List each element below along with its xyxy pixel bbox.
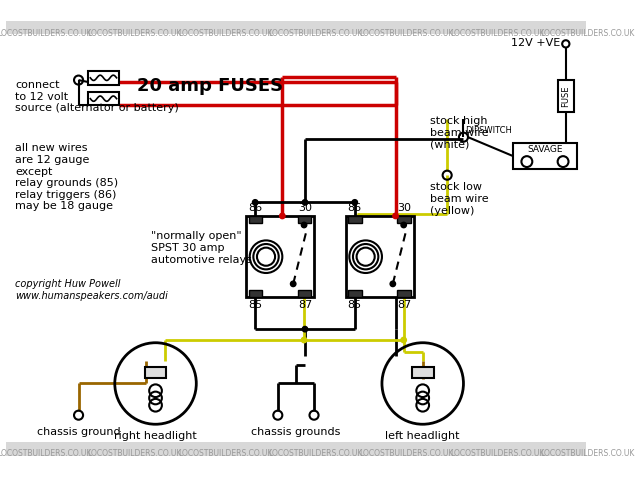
Bar [6, 21, 586, 34]
Bar [298, 216, 311, 223]
Circle shape [291, 281, 296, 287]
Text: LOCOSTBUILDERS.CO.UK: LOCOSTBUILDERS.CO.UK [359, 29, 454, 38]
Bar [346, 216, 413, 298]
Circle shape [390, 281, 396, 287]
Text: copyright Huw Powell
www.humanspeakers.com/audi: copyright Huw Powell www.humanspeakers.c… [15, 279, 168, 301]
Text: LOCOSTBUILDERS.CO.UK: LOCOSTBUILDERS.CO.UK [540, 29, 635, 38]
Bar [249, 216, 262, 223]
Text: LOCOSTBUILDERS.CO.UK: LOCOSTBUILDERS.CO.UK [0, 449, 92, 458]
Circle shape [280, 213, 285, 219]
Text: chassis grounds: chassis grounds [252, 427, 340, 437]
Bar [557, 80, 574, 112]
Bar [348, 216, 362, 223]
Text: 30: 30 [298, 203, 312, 213]
Bar [348, 290, 362, 298]
Circle shape [401, 337, 406, 343]
Text: connect
to 12 volt
source (alternator or battery): connect to 12 volt source (alternator or… [15, 80, 179, 113]
Circle shape [352, 200, 358, 205]
Bar [88, 71, 119, 84]
Text: LOCOSTBUILDERS.CO.UK: LOCOSTBUILDERS.CO.UK [88, 449, 182, 458]
Text: LOCOSTBUILDERS.CO.UK: LOCOSTBUILDERS.CO.UK [450, 449, 544, 458]
Text: LOCOSTBUILDERS.CO.UK: LOCOSTBUILDERS.CO.UK [269, 449, 363, 458]
Text: SAVAGE: SAVAGE [527, 145, 563, 155]
Text: all new wires
are 12 gauge
except
relay grounds (85)
relay triggers (86)
may be : all new wires are 12 gauge except relay … [15, 144, 118, 212]
Text: LOCOSTBUILDERS.CO.UK: LOCOSTBUILDERS.CO.UK [88, 29, 182, 38]
Bar [6, 443, 586, 456]
Bar [513, 144, 577, 169]
Circle shape [301, 337, 307, 343]
Text: 87: 87 [397, 300, 412, 310]
Text: LOCOSTBUILDERS.CO.UK: LOCOSTBUILDERS.CO.UK [450, 29, 544, 38]
Text: stock low
beam wire
(yellow): stock low beam wire (yellow) [430, 182, 488, 216]
Text: 86: 86 [348, 203, 362, 213]
Text: 86: 86 [248, 203, 262, 213]
Bar [412, 367, 433, 378]
Bar [249, 290, 262, 298]
Bar [145, 367, 166, 378]
Text: 85: 85 [248, 300, 262, 310]
Text: DIPSWITCH: DIPSWITCH [465, 126, 512, 135]
Text: LOCOSTBUILDERS.CO.UK: LOCOSTBUILDERS.CO.UK [0, 29, 92, 38]
Text: left headlight: left headlight [385, 432, 460, 442]
Bar [88, 92, 119, 106]
Bar [397, 216, 411, 223]
Text: right headlight: right headlight [114, 432, 197, 442]
Circle shape [252, 200, 258, 205]
Text: 30: 30 [397, 203, 412, 213]
Bar [397, 290, 411, 298]
Circle shape [393, 213, 398, 219]
Text: chassis ground: chassis ground [36, 427, 120, 437]
Bar [298, 290, 311, 298]
Text: LOCOSTBUILDERS.CO.UK: LOCOSTBUILDERS.CO.UK [178, 29, 273, 38]
Text: "normally open"
SPST 30 amp
automotive relays: "normally open" SPST 30 amp automotive r… [151, 231, 252, 264]
Circle shape [302, 326, 308, 332]
Text: stock high
beam wire
(white): stock high beam wire (white) [430, 116, 488, 149]
Circle shape [401, 222, 406, 228]
Text: FUSE: FUSE [561, 85, 570, 107]
Text: LOCOSTBUILDERS.CO.UK: LOCOSTBUILDERS.CO.UK [269, 29, 363, 38]
Text: LOCOSTBUILDERS.CO.UK: LOCOSTBUILDERS.CO.UK [178, 449, 273, 458]
Circle shape [302, 200, 308, 205]
Text: LOCOSTBUILDERS.CO.UK: LOCOSTBUILDERS.CO.UK [540, 449, 635, 458]
Text: LOCOSTBUILDERS.CO.UK: LOCOSTBUILDERS.CO.UK [359, 449, 454, 458]
Bar [246, 216, 314, 298]
Circle shape [301, 222, 307, 228]
Text: 87: 87 [298, 300, 312, 310]
Text: 20 amp FUSES: 20 amp FUSES [138, 77, 284, 96]
Text: 12V +VE: 12V +VE [511, 37, 561, 48]
Text: 85: 85 [348, 300, 362, 310]
